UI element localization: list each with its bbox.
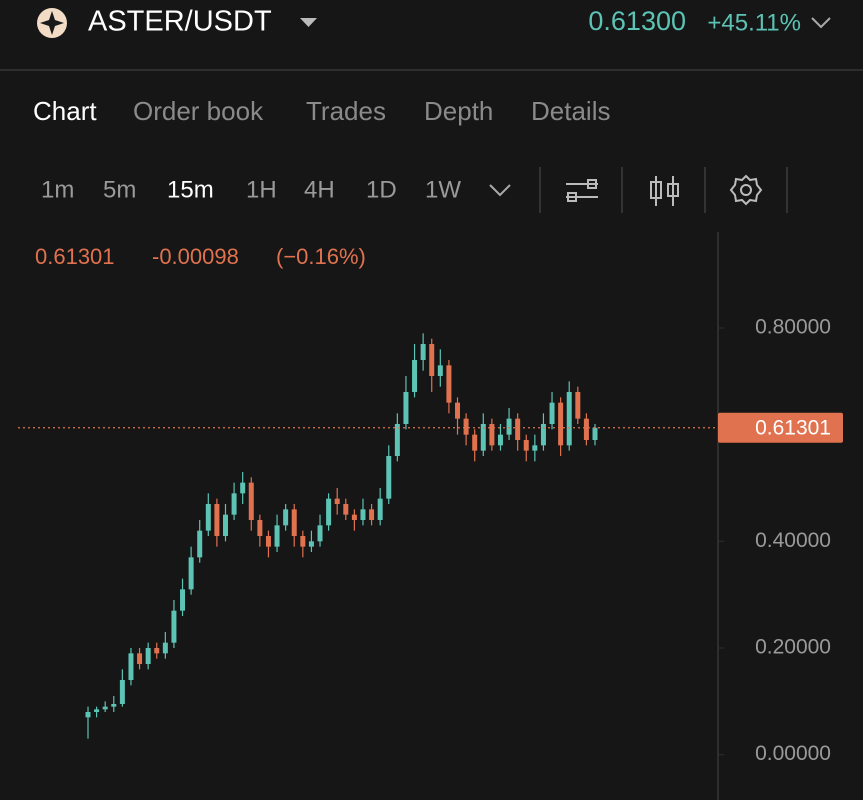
candle-body (283, 509, 289, 526)
candle-body (317, 525, 323, 542)
ohlc-price: 0.61301 (35, 244, 115, 269)
candle-body (403, 392, 409, 424)
candle-body (162, 642, 168, 654)
candle-body (549, 402, 555, 424)
last-price-label: 0.61301 (755, 416, 831, 439)
candle-body (480, 424, 486, 451)
settings-icon[interactable] (729, 174, 763, 206)
candle-body (197, 530, 203, 558)
candle-body (180, 589, 186, 611)
candle-body (308, 541, 314, 547)
interval[interactable]: 1D (366, 176, 397, 203)
candle-body (265, 536, 271, 547)
tab[interactable]: Depth (424, 96, 493, 126)
candle-body (360, 509, 366, 520)
tab[interactable]: Trades (306, 96, 386, 126)
candle-body (334, 498, 340, 504)
candle-body (222, 514, 228, 536)
candle-body (489, 424, 495, 446)
candle-body (446, 365, 452, 403)
candle-body (558, 402, 564, 446)
candle-body (463, 418, 469, 435)
pair[interactable]: ASTER/USDT (88, 6, 272, 38)
candle-body (145, 648, 151, 664)
candle-body (257, 520, 263, 536)
candle-body (472, 434, 478, 451)
candle-body (386, 456, 392, 499)
tab[interactable]: Order book (133, 96, 264, 126)
interval[interactable]: 5m (103, 176, 136, 203)
candle-body (377, 498, 383, 520)
y-tick-label: 0.00000 (755, 742, 831, 765)
candle-body (369, 509, 375, 520)
interval[interactable]: 1H (246, 176, 277, 203)
y-tick-label: 0.80000 (755, 316, 831, 339)
more-intervals[interactable] (489, 184, 511, 197)
interval[interactable]: 1m (41, 176, 74, 203)
tab[interactable]: Details (531, 96, 610, 126)
ohlc-percent: (−0.16%) (276, 244, 366, 269)
candle-body (343, 504, 349, 515)
candle-body (429, 344, 435, 376)
last-price: 0.61300 (588, 6, 686, 36)
candle-body (128, 653, 134, 680)
pair-dropdown[interactable] (300, 18, 317, 27)
candle-body (575, 392, 581, 419)
y-tick-label: 0.40000 (755, 529, 831, 552)
expand[interactable] (811, 17, 831, 29)
candle-body (205, 504, 211, 531)
candle-body (111, 704, 117, 707)
candle-body (326, 498, 332, 526)
candle-body (412, 360, 418, 392)
candle-icon[interactable] (650, 176, 679, 206)
candle-body (274, 525, 280, 547)
candle-body (240, 482, 246, 494)
candle-body (188, 557, 194, 590)
candle-body (506, 418, 512, 435)
last-price-tag (718, 412, 843, 443)
candle-body (248, 482, 254, 520)
candle-body (300, 536, 306, 547)
candle-body (532, 445, 538, 451)
candle-body (540, 424, 546, 446)
candle-body (592, 427, 598, 440)
candle-body (515, 418, 521, 440)
logo-star (40, 11, 64, 35)
candle-body (437, 365, 443, 376)
candle-body (455, 402, 461, 419)
y-tick-label: 0.20000 (755, 636, 831, 659)
candle-body (566, 392, 572, 446)
candle-body (394, 424, 400, 456)
candle-body (154, 648, 160, 654)
candle-body (214, 504, 220, 536)
candle-body (583, 418, 589, 440)
candle-body (351, 514, 357, 520)
change: +45.11% (707, 9, 801, 36)
candle-body (102, 706, 108, 710)
tab[interactable]: Chart (33, 96, 97, 126)
interval[interactable]: 4H (304, 176, 335, 203)
candle-body (171, 610, 177, 643)
interval[interactable]: 15m (167, 176, 214, 203)
candle-body (85, 712, 91, 718)
candle-body (94, 709, 100, 712)
candle-body (523, 440, 529, 451)
candle-body (119, 680, 125, 704)
ohlc-change: -0.00098 (152, 244, 239, 269)
candle-body (291, 509, 297, 536)
candle-body (497, 434, 503, 446)
interval[interactable]: 1W (425, 176, 461, 203)
candle-body (231, 493, 237, 515)
indicator-icon[interactable] (566, 179, 598, 202)
candle-body (137, 653, 143, 664)
candle-body (420, 344, 426, 360)
